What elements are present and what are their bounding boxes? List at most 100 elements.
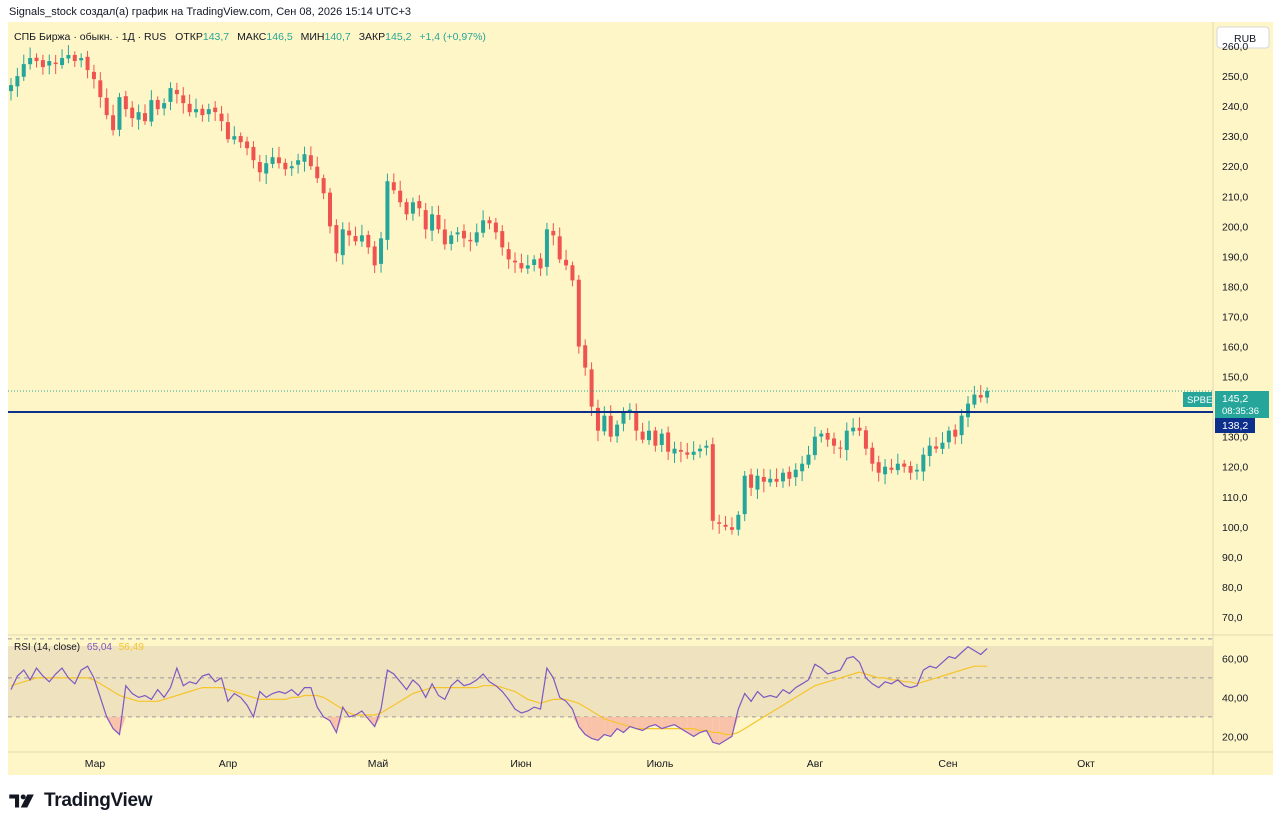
legend-line: СПБ Биржа · обыкн. · 1Д · RUS ОТКР143,7 … (14, 31, 486, 43)
candle-body (200, 108, 205, 116)
candle-body (780, 472, 785, 482)
rsi-oversold-fill (668, 716, 675, 727)
candle-body (283, 162, 288, 170)
candle-body (34, 57, 39, 62)
rsi-oversold-fill (649, 716, 656, 727)
candle-body (28, 58, 33, 65)
rsi-tick-label: 60,00 (1222, 653, 1248, 665)
legend-open-label: ОТКР (175, 31, 203, 43)
candle-body (736, 514, 741, 530)
candle-body (232, 136, 237, 140)
rsi-oversold-fill (617, 716, 624, 733)
candle-body (927, 445, 932, 456)
candle-body (595, 407, 600, 431)
rsi-oversold-fill (706, 716, 713, 743)
rsi-oversold-fill (636, 716, 643, 731)
price-tick-label: 190,0 (1222, 251, 1248, 263)
candle-body (47, 61, 52, 66)
candle-body (551, 230, 556, 236)
candle-body (398, 190, 403, 203)
candle-body (851, 427, 856, 432)
rsi-oversold-fill (700, 716, 707, 733)
candle-body (806, 454, 811, 465)
rsi-oversold-fill (731, 716, 739, 737)
candle-body (812, 436, 817, 456)
candle-body (53, 62, 58, 65)
candle-body (589, 369, 594, 407)
candle-body (819, 433, 824, 437)
candle-body (379, 238, 384, 264)
candle-body (953, 429, 958, 437)
candle-body (302, 154, 307, 162)
price-tag-price: 145,2 (1222, 393, 1248, 405)
candle-body (181, 95, 186, 104)
candle-body (79, 58, 84, 61)
level-price-tag: 138,2 (1215, 418, 1255, 433)
candle-body (85, 56, 90, 71)
price-tick-label: 70,0 (1222, 612, 1243, 624)
candle-body (359, 235, 364, 242)
candle-body (436, 215, 441, 230)
candle-body (430, 214, 435, 231)
candle-body (251, 146, 256, 161)
price-tick-label: 150,0 (1222, 372, 1248, 384)
candle-body (334, 225, 339, 254)
last-price-tag: SPBE 145,2 08:35:36 (1183, 391, 1269, 418)
candle-body (774, 478, 779, 482)
candle-body (914, 469, 919, 472)
price-tick-label: 90,0 (1222, 552, 1243, 564)
time-axis[interactable]: Мар Апр Май Июн Июль Авг Сен Окт (85, 758, 1095, 770)
candle-body (544, 229, 549, 267)
time-axis-label: Май (368, 758, 389, 770)
candle-body (883, 466, 888, 475)
brand-name: TradingView (44, 790, 153, 811)
candle-body (289, 166, 294, 169)
candle-body (111, 115, 116, 131)
candles-layer (9, 45, 990, 536)
legend-low-value: 140,7 (325, 31, 351, 43)
candle-body (755, 475, 760, 490)
candle-body (793, 469, 798, 478)
candle-body (276, 157, 281, 164)
price-tag-bg (1215, 391, 1269, 418)
price-tick-label: 260,0 (1222, 41, 1248, 53)
candle-body (921, 454, 926, 472)
candle-body (404, 202, 409, 215)
candle-body (213, 107, 218, 113)
rsi-oversold-fill (604, 716, 611, 737)
candle-body (264, 163, 269, 174)
candle-body (666, 432, 671, 452)
price-tick-label: 200,0 (1222, 221, 1248, 233)
price-tick-label: 80,0 (1222, 582, 1243, 594)
tradingview-logo[interactable]: TradingView (9, 790, 153, 812)
candle-body (653, 430, 658, 446)
candle-body (761, 476, 766, 482)
candle-body (844, 430, 849, 450)
rsi-ma-line (10, 665, 988, 736)
price-tick-label: 220,0 (1222, 161, 1248, 173)
candle-body (895, 463, 900, 471)
candle-body (519, 263, 524, 269)
candle-body (934, 446, 939, 449)
candle-body (704, 445, 709, 448)
price-axis[interactable]: 70,0 80,0 90,0 100,0 110,0 120,0 130,0 150,0 160… (1222, 41, 1248, 624)
candle-body (372, 246, 377, 266)
candle-body (863, 430, 868, 449)
candle-body (564, 259, 569, 266)
rsi-oversold-fill (585, 716, 592, 739)
price-chart[interactable]: СПБ Биржа · обыкн. · 1Д · RUS ОТКР143,7 … (0, 0, 1280, 780)
candle-body (672, 448, 677, 454)
candle-body (717, 522, 722, 524)
rsi-oversold-fill (591, 716, 598, 741)
currency-button[interactable] (1216, 26, 1270, 49)
candle-body (15, 76, 20, 87)
candle-body (691, 451, 696, 455)
candle-body (296, 160, 301, 165)
legend-high-label: МАКС (237, 31, 267, 43)
price-tick-label: 240,0 (1222, 101, 1248, 113)
snapshot-caption: Signals_stock создал(а) график на Tradin… (9, 6, 412, 18)
candle-body (627, 409, 632, 412)
candle-body (474, 232, 479, 243)
candle-body (270, 157, 275, 164)
rsi-tick-label: 40,00 (1222, 692, 1248, 704)
